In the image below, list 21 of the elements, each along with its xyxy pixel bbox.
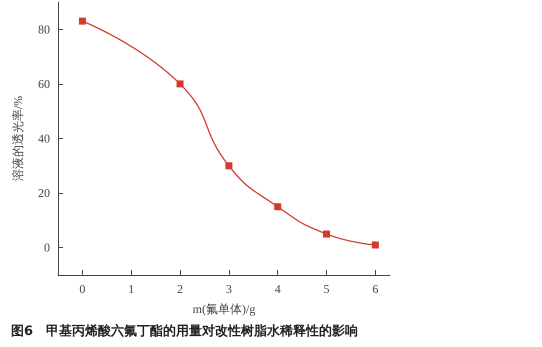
x-tick-label: 3 [226,282,232,296]
point [323,230,330,238]
y-tick-label: 60 [38,76,50,91]
x-axis-title: m(氟单体)/g [192,302,256,316]
point [225,162,232,170]
y-tick-label: 80 [38,22,50,36]
y-tick-label: 40 [38,132,50,146]
x-tick-label: 0 [79,282,86,296]
x-tick-label: 1 [128,282,134,296]
y-tick-label: 0 [44,240,50,255]
x-tick-label: 5 [324,282,330,296]
point [274,203,282,210]
x-tick-label: 2 [177,282,184,296]
point [176,80,184,88]
text: 图6 甲基丙烯酸六氟丁酯的用量对改性树脂水稀释性的影响 [11,323,358,339]
x-tick-label: 6 [372,282,378,296]
point [372,241,379,248]
x-tick-label: 4 [274,282,281,296]
y-axis-title: 溶液的透光率/% [11,96,25,182]
y-tick-label: 20 [38,186,50,200]
point [78,18,86,25]
